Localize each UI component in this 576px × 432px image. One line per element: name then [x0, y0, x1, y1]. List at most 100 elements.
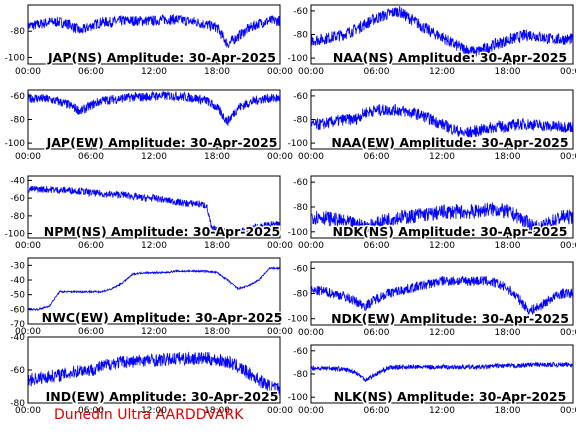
- y-tick-label: -100: [288, 228, 309, 238]
- y-tick-label: -70: [10, 320, 25, 330]
- x-tick-label: 06:00: [364, 152, 390, 162]
- x-tick-label: 00:00: [267, 406, 293, 416]
- x-tick-label: 00:00: [267, 241, 293, 251]
- x-tick-label: 12:00: [141, 67, 167, 77]
- x-tick-label: 06:00: [78, 327, 104, 337]
- x-tick-label: 12:00: [141, 152, 167, 162]
- x-tick-label: 06:00: [364, 67, 390, 77]
- y-tick-label: -100: [5, 230, 26, 240]
- panel-1: -60 -80 -100 00:00 06:00 12:00 18:00 00:00 NAA(N…: [288, 4, 576, 77]
- panel-0: -80 -100 00:00 06:00 12:00 18:00 00:00 JAP(NS) …: [5, 4, 293, 77]
- y-tick-label: -80: [293, 290, 308, 300]
- x-tick-label: 00:00: [15, 67, 41, 77]
- x-tick-label: 00:00: [560, 67, 576, 77]
- y-tick-label: -80: [293, 203, 308, 213]
- x-tick-label: 00:00: [15, 241, 41, 251]
- x-tick-label: 18:00: [495, 328, 521, 338]
- x-tick-label: 12:00: [429, 67, 455, 77]
- x-tick-label: 18:00: [204, 67, 230, 77]
- x-tick-label: 12:00: [429, 241, 455, 251]
- x-tick-label: 00:00: [560, 241, 576, 251]
- y-tick-label: -60: [293, 347, 308, 357]
- y-tick-label: -40: [10, 176, 25, 186]
- panel-3: -60 -80 -100 00:00 06:00 12:00 18:00 00:00 NAA(E…: [288, 89, 576, 162]
- panel-title: JAP(NS) Amplitude: 30-Apr-2025: [47, 50, 276, 65]
- x-tick-label: 18:00: [204, 241, 230, 251]
- x-tick-label: 18:00: [204, 327, 230, 337]
- x-tick-label: 00:00: [298, 328, 324, 338]
- y-tick-label: -100: [5, 139, 26, 149]
- y-tick-label: -80: [293, 116, 308, 126]
- y-tick-label: -80: [10, 212, 25, 222]
- x-tick-label: 06:00: [78, 67, 104, 77]
- plot-frame: [310, 261, 574, 326]
- panel-2: -60 -80 -100 00:00 06:00 12:00 18:00 00:00 JAP(E…: [5, 89, 293, 162]
- series-trace: [28, 185, 280, 236]
- x-tick-label: 12:00: [141, 406, 167, 416]
- panel-title: NDK(NS) Amplitude: 30-Apr-2025: [333, 224, 568, 239]
- x-tick-label: 00:00: [15, 327, 41, 337]
- y-tick-label: -60: [10, 194, 25, 204]
- x-tick-label: 18:00: [495, 152, 521, 162]
- y-tick-label: -100: [288, 54, 309, 64]
- x-tick-label: 12:00: [429, 328, 455, 338]
- x-tick-label: 00:00: [298, 67, 324, 77]
- panel-title: NLK(NS) Amplitude: 30-Apr-2025: [334, 389, 567, 404]
- series-trace: [311, 275, 573, 315]
- series-trace: [28, 14, 280, 48]
- plot-frame: [27, 175, 281, 239]
- series-trace: [28, 266, 280, 312]
- x-tick-label: 00:00: [267, 327, 293, 337]
- panel-7: -60 -80 -100 00:00 06:00 12:00 18:00 00:00 NDK(E…: [288, 261, 576, 338]
- panel-title: JAP(EW) Amplitude: 30-Apr-2025: [46, 135, 278, 150]
- panel-title: NWC(EW) Amplitude: 30-Apr-2025: [42, 310, 283, 325]
- panel-5: -60 -80 -100 00:00 06:00 12:00 18:00 00:00 NDK(N…: [288, 175, 576, 251]
- y-tick-label: -60: [10, 366, 25, 376]
- y-tick-label: -30: [10, 261, 25, 271]
- y-tick-label: -100: [288, 139, 309, 149]
- x-tick-label: 06:00: [364, 241, 390, 251]
- x-tick-label: 06:00: [364, 328, 390, 338]
- x-tick-label: 00:00: [15, 406, 41, 416]
- panel-title: NAA(NS) Amplitude: 30-Apr-2025: [333, 50, 567, 65]
- x-tick-label: 00:00: [15, 152, 41, 162]
- panel-title: NDK(EW) Amplitude: 30-Apr-2025: [331, 311, 569, 326]
- x-tick-label: 12:00: [429, 152, 455, 162]
- x-tick-label: 00:00: [560, 406, 576, 416]
- y-tick-label: -40: [10, 333, 25, 343]
- y-tick-label: -100: [5, 53, 26, 63]
- x-tick-label: 12:00: [141, 241, 167, 251]
- x-tick-label: 00:00: [560, 328, 576, 338]
- y-tick-label: -60: [293, 7, 308, 17]
- y-tick-label: -40: [10, 276, 25, 286]
- panel-title: IND(EW) Amplitude: 30-Apr-2025: [46, 389, 279, 404]
- y-tick-label: -100: [288, 393, 309, 403]
- series-trace: [28, 90, 280, 126]
- y-tick-label: -60: [293, 92, 308, 102]
- x-tick-label: 00:00: [267, 67, 293, 77]
- x-tick-label: 18:00: [204, 406, 230, 416]
- y-tick-label: -60: [293, 264, 308, 274]
- panel-title: NPM(NS) Amplitude: 30-Apr-2025: [44, 224, 281, 239]
- x-tick-label: 18:00: [204, 152, 230, 162]
- y-tick-label: -80: [10, 27, 25, 37]
- y-tick-label: -50: [10, 291, 25, 301]
- x-tick-label: 18:00: [495, 241, 521, 251]
- x-tick-label: 00:00: [298, 241, 324, 251]
- y-tick-label: -80: [293, 370, 308, 380]
- x-tick-label: 00:00: [298, 406, 324, 416]
- x-tick-label: 12:00: [429, 406, 455, 416]
- y-tick-label: -80: [10, 399, 25, 409]
- x-tick-label: 06:00: [78, 406, 104, 416]
- x-tick-label: 18:00: [495, 67, 521, 77]
- x-tick-label: 00:00: [560, 152, 576, 162]
- series-trace: [311, 202, 573, 238]
- panel-title: NAA(EW) Amplitude: 30-Apr-2025: [331, 135, 568, 150]
- x-tick-label: 00:00: [298, 152, 324, 162]
- panel-9: -60 -80 -100 00:00 06:00 12:00 18:00 00:00 NLK(N…: [288, 344, 576, 416]
- x-tick-label: 06:00: [364, 406, 390, 416]
- y-tick-label: -100: [288, 315, 309, 325]
